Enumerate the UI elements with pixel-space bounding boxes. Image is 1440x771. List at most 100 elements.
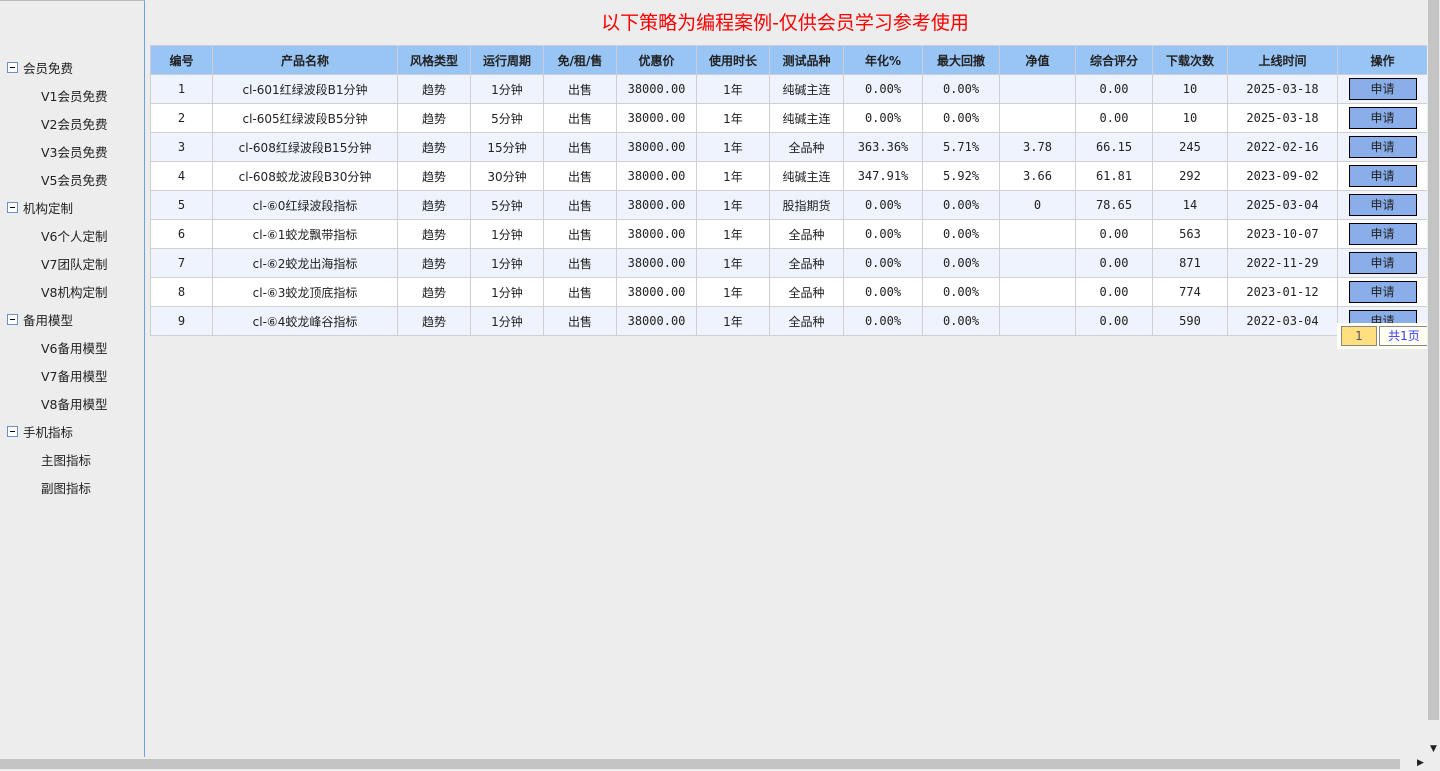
sidebar-item[interactable]: V8备用模型 [41,397,108,412]
cell-7: 纯碱主连 [769,74,844,104]
cell-5: 38000.00 [616,190,697,220]
cell-action: 申请 [1337,132,1428,162]
cell-4: 出售 [543,103,617,133]
cell-8: 0.00% [843,103,923,133]
cell-3: 1分钟 [470,248,544,278]
cell-11: 61.81 [1075,161,1153,191]
column-header: 产品名称 [212,45,398,75]
cell-action: 申请 [1337,74,1428,104]
cell-6: 1年 [696,190,770,220]
column-header: 下载次数 [1152,45,1228,75]
cell-11: 0.00 [1075,277,1153,307]
horizontal-scroll-thumb[interactable] [0,759,1400,769]
sidebar-item[interactable]: V6个人定制 [41,229,108,244]
cell-10 [999,103,1076,133]
cell-3: 5分钟 [470,190,544,220]
cell-6: 1年 [696,74,770,104]
cell-1: cl-608红绿波段B15分钟 [212,132,398,162]
cell-0: 1 [150,74,213,104]
apply-button[interactable]: 申请 [1348,223,1417,245]
collapse-icon[interactable] [7,314,18,325]
cell-8: 0.00% [843,277,923,307]
apply-button[interactable]: 申请 [1348,78,1417,100]
sidebar-item[interactable]: V8机构定制 [41,285,108,300]
sidebar-item[interactable]: 副图指标 [41,481,92,496]
cell-7: 纯碱主连 [769,103,844,133]
cell-2: 趋势 [397,103,471,133]
cell-7: 全品种 [769,248,844,278]
table-row: 7 cl-⑥2蛟龙出海指标 趋势 1分钟 出售 38000.00 1年 全品种 0.00% 0.0… [150,248,1428,278]
cell-7: 纯碱主连 [769,161,844,191]
cell-10: 3.66 [999,161,1076,191]
cell-9: 0.00% [922,190,1000,220]
cell-3: 1分钟 [470,219,544,249]
sidebar-item[interactable]: V7团队定制 [41,257,108,272]
cell-9: 5.92% [922,161,1000,191]
vertical-scroll-thumb[interactable] [1428,0,1439,720]
cell-10 [999,306,1076,336]
cell-9: 0.00% [922,103,1000,133]
sidebar-item[interactable]: V5会员免费 [41,173,108,188]
cell-action: 申请 [1337,277,1428,307]
apply-button[interactable]: 申请 [1348,281,1417,303]
column-header: 编号 [150,45,213,75]
cell-13: 2025-03-18 [1227,103,1338,133]
cell-12: 590 [1152,306,1228,336]
apply-button[interactable]: 申请 [1348,252,1417,274]
cell-1: cl-⑥3蛟龙顶底指标 [212,277,398,307]
collapse-icon[interactable] [7,62,18,73]
sidebar-item[interactable]: V2会员免费 [41,117,108,132]
apply-button[interactable]: 申请 [1348,107,1417,129]
apply-button[interactable]: 申请 [1348,136,1417,158]
column-header: 风格类型 [397,45,471,75]
cell-12: 10 [1152,103,1228,133]
sidebar-group[interactable]: 手机指标 [7,422,73,441]
cell-12: 774 [1152,277,1228,307]
apply-button[interactable]: 申请 [1348,165,1417,187]
cell-3: 15分钟 [470,132,544,162]
sidebar-item[interactable]: 主图指标 [41,453,92,468]
collapse-icon[interactable] [7,426,18,437]
vertical-scrollbar[interactable]: ▼ [1427,0,1440,757]
cell-7: 全品种 [769,306,844,336]
sidebar-item[interactable]: V1会员免费 [41,89,108,104]
cell-5: 38000.00 [616,74,697,104]
cell-11: 0.00 [1075,74,1153,104]
cell-6: 1年 [696,103,770,133]
sidebar: 会员免费 V1会员免费 V2会员免费 V3会员免费 V5会员免费机构定制 V6个人定制 V7… [0,0,145,758]
cell-7: 全品种 [769,277,844,307]
sidebar-group[interactable]: 会员免费 [7,58,73,77]
page-1-button[interactable]: 1 [1341,326,1377,346]
cell-3: 1分钟 [470,306,544,336]
cell-11: 0.00 [1075,248,1153,278]
sidebar-group[interactable]: 机构定制 [7,198,73,217]
column-header: 使用时长 [696,45,770,75]
scroll-right-arrow-icon[interactable]: ▶ [1417,758,1424,768]
cell-action: 申请 [1337,248,1428,278]
apply-button[interactable]: 申请 [1348,194,1417,216]
cell-13: 2023-09-02 [1227,161,1338,191]
sidebar-item[interactable]: V6备用模型 [41,341,108,356]
collapse-icon[interactable] [7,202,18,213]
cell-4: 出售 [543,248,617,278]
table-row: 5 cl-⑥0红绿波段指标 趋势 5分钟 出售 38000.00 1年 股指期货 0.00% 0.… [150,190,1428,220]
cell-4: 出售 [543,132,617,162]
sidebar-item[interactable]: V3会员免费 [41,145,108,160]
cell-9: 0.00% [922,306,1000,336]
sidebar-group[interactable]: 备用模型 [7,310,73,329]
total-pages-label[interactable]: 共1页 [1379,326,1429,346]
table-row: 2 cl-605红绿波段B5分钟 趋势 5分钟 出售 38000.00 1年 纯碱主连 0.00… [150,103,1428,133]
cell-5: 38000.00 [616,248,697,278]
scroll-down-arrow-icon[interactable]: ▼ [1430,744,1437,754]
column-header: 测试品种 [769,45,844,75]
cell-2: 趋势 [397,306,471,336]
sidebar-item[interactable]: V7备用模型 [41,369,108,384]
column-header: 运行周期 [470,45,544,75]
cell-8: 347.91% [843,161,923,191]
cell-8: 0.00% [843,248,923,278]
cell-11: 78.65 [1075,190,1153,220]
table-row: 1 cl-601红绿波段B1分钟 趋势 1分钟 出售 38000.00 1年 纯碱主连 0.00… [150,74,1428,104]
horizontal-scrollbar[interactable]: ▶ [0,757,1427,771]
cell-12: 292 [1152,161,1228,191]
cell-7: 全品种 [769,132,844,162]
